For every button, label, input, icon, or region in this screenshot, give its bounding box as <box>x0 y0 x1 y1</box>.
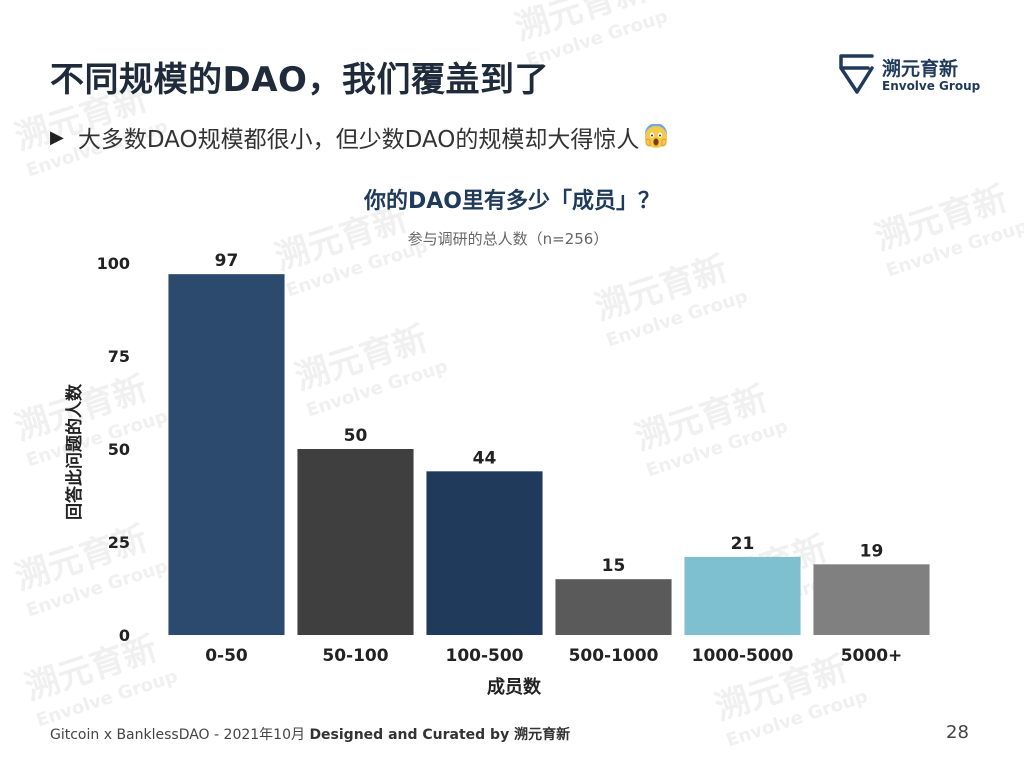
bar-value-label: 19 <box>860 541 884 561</box>
bar-value-label: 50 <box>344 426 368 446</box>
footer-designed-by: Designed and Curated by 溯元育新 <box>309 727 571 743</box>
x-axis-label: 成员数 <box>487 676 542 698</box>
y-axis-label: 回答此问题的人数 <box>64 383 85 520</box>
x-tick-label: 5000+ <box>841 646 903 666</box>
key-point-text: 大多数DAO规模都很小，但少数DAO的规模却大得惊人 <box>77 127 640 153</box>
logo-text-cn: 溯元育新 <box>882 58 959 80</box>
y-tick-label: 100 <box>97 254 130 273</box>
brand-mark-icon <box>839 54 874 94</box>
bar <box>684 556 801 635</box>
slide-title: 不同规模的DAO，我们覆盖到了 <box>50 60 549 100</box>
screaming-face-icon <box>645 124 668 148</box>
bar-value-label: 15 <box>602 556 626 576</box>
brand-logo: 溯元育新 Envolve Group <box>838 52 988 98</box>
x-tick-label: 500-1000 <box>569 646 659 666</box>
member-count-bar-chart: 你的DAO里有多少「成员」？ 参与调研的总人数（n=256） 回答此问题的人数 … <box>64 188 930 698</box>
chart-title: 你的DAO里有多少「成员」？ <box>363 188 660 214</box>
y-tick-label: 0 <box>119 626 130 645</box>
x-tick-label: 50-100 <box>322 646 388 666</box>
x-tick-label: 0-50 <box>205 646 248 666</box>
y-tick-label: 75 <box>108 347 130 366</box>
value-labels: 97 50 44 15 21 19 <box>215 251 884 576</box>
bar-value-label: 21 <box>731 534 755 554</box>
page-number: 28 <box>946 722 969 743</box>
bars <box>168 274 930 635</box>
y-tick-label: 50 <box>108 440 130 459</box>
bar-value-label: 44 <box>473 448 497 468</box>
bar <box>813 564 930 635</box>
bar <box>297 449 414 635</box>
key-point: ▶ 大多数DAO规模都很小，但少数DAO的规模却大得惊人 <box>50 120 669 154</box>
svg-text:溯元育新: 溯元育新 <box>510 0 652 49</box>
x-axis-ticks: 0-50 50-100 100-500 500-1000 1000-5000 5000+ <box>205 646 902 666</box>
bar <box>426 471 543 635</box>
bar <box>168 274 285 635</box>
footer-credit: Gitcoin x BanklessDAO - 2021年10月 Designe… <box>50 724 570 744</box>
bar-value-label: 97 <box>215 251 239 271</box>
y-axis-ticks: 0 25 50 75 100 <box>97 254 130 645</box>
x-tick-label: 100-500 <box>445 646 523 666</box>
x-tick-label: 1000-5000 <box>692 646 794 666</box>
footer-prefix: Gitcoin x BanklessDAO - 2021年10月 <box>50 727 310 743</box>
triangle-bullet-icon: ▶ <box>50 126 64 148</box>
logo-text-en: Envolve Group <box>882 79 981 93</box>
y-tick-label: 25 <box>108 533 130 552</box>
chart-subtitle: 参与调研的总人数（n=256） <box>408 230 609 248</box>
bar <box>555 579 672 635</box>
